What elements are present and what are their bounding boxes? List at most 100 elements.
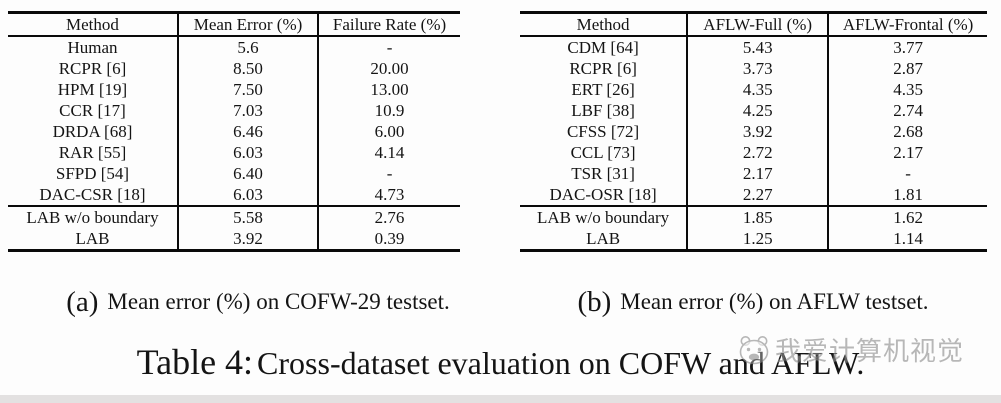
bottom-edge-band [0, 395, 1001, 403]
method-cell: HPM [19] [57, 80, 128, 99]
table-row: LAB w/o boundary 5.58 2.76 [8, 205, 460, 228]
value-cell: 8.50 [176, 58, 320, 79]
value-cell: 6.46 [176, 121, 320, 142]
value-cell: 3.77 [893, 38, 923, 57]
column-header-method: Method [520, 12, 688, 37]
value-cell: 5.43 [686, 36, 830, 58]
value-cell: - [386, 164, 393, 183]
table-row: LAB w/o boundary 1.85 1.62 [520, 205, 987, 228]
table-caption-label: Table 4: [136, 342, 254, 382]
value-cell: 2.87 [893, 59, 923, 78]
table-row: DRDA [68] 6.46 6.00 [8, 121, 460, 142]
table-row: CDM [64] 5.43 3.77 [520, 36, 987, 58]
value-cell: 10.9 [374, 101, 405, 120]
column-header-method: Method [8, 12, 178, 37]
column-header-metric: Mean Error (%) [176, 12, 320, 37]
method-cell: RAR [55] [58, 143, 127, 162]
value-cell: 1.14 [893, 229, 923, 248]
table-row: DAC-CSR [18] 6.03 4.73 [8, 184, 460, 206]
value-cell: 1.25 [686, 228, 830, 251]
header-row: Method AFLW-Full (%) AFLW-Frontal (%) [520, 12, 987, 37]
table-row: LBF [38] 4.25 2.74 [520, 100, 987, 121]
column-header-metric: Failure Rate (%) [318, 12, 460, 37]
value-cell: 4.35 [893, 80, 923, 99]
table-row: TSR [31] 2.17 - [520, 163, 987, 184]
value-cell: 2.72 [686, 142, 830, 163]
value-cell: 0.39 [374, 229, 405, 248]
header-row: Method Mean Error (%) Failure Rate (%) [8, 12, 460, 37]
table-row: RAR [55] 6.03 4.14 [8, 142, 460, 163]
subcaption-b-label: (b) [577, 286, 612, 318]
subcaption-b: (b) Mean error (%) on AFLW testset. [505, 281, 1001, 323]
value-cell: 6.03 [176, 184, 320, 206]
value-cell: 2.68 [893, 122, 923, 141]
table-caption: Table 4: Cross-dataset evaluation on COF… [0, 341, 1001, 383]
table-row: RCPR [6] 3.73 2.87 [520, 58, 987, 79]
table-cofw-wrap: Method Mean Error (%) Failure Rate (%) Huma… [8, 11, 460, 252]
value-cell: 1.62 [828, 205, 987, 228]
table-row: CFSS [72] 3.92 2.68 [520, 121, 987, 142]
method-cell: SFPD [54] [55, 164, 130, 183]
value-cell: 5.6 [176, 36, 320, 58]
method-cell: LAB w/o boundary [520, 205, 688, 228]
value-cell: 5.58 [176, 205, 320, 228]
value-cell: 3.92 [686, 121, 830, 142]
table-caption-text: Cross-dataset evaluation on COFW and AFL… [257, 345, 865, 381]
value-cell: 3.92 [176, 228, 320, 251]
table-row: LAB 1.25 1.14 [520, 228, 987, 251]
value-cell: 7.03 [176, 100, 320, 121]
method-cell: RCPR [6] [58, 59, 127, 78]
value-cell: 6.40 [176, 163, 320, 184]
method-cell: LAB [75, 229, 110, 248]
value-cell: 4.73 [374, 185, 405, 204]
table-aflw-wrap: Method AFLW-Full (%) AFLW-Frontal (%) CDM [… [520, 11, 987, 252]
table-aflw: Method AFLW-Full (%) AFLW-Frontal (%) CDM [… [520, 11, 987, 252]
value-cell: 1.85 [686, 205, 830, 228]
value-cell: - [386, 38, 393, 57]
subcaption-a-label: (a) [66, 286, 99, 318]
method-cell: CCR [17] [59, 101, 126, 120]
value-cell: 3.73 [686, 58, 830, 79]
table-row: SFPD [54] 6.40 - [8, 163, 460, 184]
method-cell: CDM [64] [567, 38, 639, 57]
value-cell: 13.00 [370, 80, 409, 99]
value-cell: 2.74 [893, 101, 923, 120]
table-row: Human 5.6 - [8, 36, 460, 58]
method-cell: TSR [31] [571, 164, 635, 183]
method-cell: Human [67, 38, 118, 57]
value-cell: 20.00 [370, 59, 409, 78]
method-cell: ERT [26] [571, 80, 635, 99]
value-cell: 4.14 [374, 143, 405, 162]
value-cell: 7.50 [176, 79, 320, 100]
method-cell: DAC-OSR [18] [549, 185, 657, 204]
value-cell: 6.03 [176, 142, 320, 163]
value-cell: 4.25 [686, 100, 830, 121]
table-row: HPM [19] 7.50 13.00 [8, 79, 460, 100]
value-cell: 2.17 [686, 163, 830, 184]
value-cell: - [905, 164, 911, 183]
value-cell: 2.27 [686, 184, 830, 206]
subcaption-a-text: Mean error (%) on COFW-29 testset. [107, 289, 450, 314]
value-cell: 6.00 [374, 122, 405, 141]
method-cell: LAB [586, 229, 621, 248]
method-cell: CCL [73] [570, 143, 636, 162]
table-row: CCR [17] 7.03 10.9 [8, 100, 460, 121]
table-row: LAB 3.92 0.39 [8, 228, 460, 251]
column-header-metric: AFLW-Full (%) [686, 12, 830, 37]
value-cell: 4.35 [686, 79, 830, 100]
table-cofw: Method Mean Error (%) Failure Rate (%) Huma… [8, 11, 460, 252]
table-row: ERT [26] 4.35 4.35 [520, 79, 987, 100]
table-row: RCPR [6] 8.50 20.00 [8, 58, 460, 79]
method-cell: LBF [38] [571, 101, 635, 120]
method-cell: LAB w/o boundary [8, 205, 178, 228]
value-cell: 2.17 [893, 143, 923, 162]
column-header-metric: AFLW-Frontal (%) [828, 12, 987, 37]
value-cell: 2.76 [318, 205, 460, 228]
value-cell: 1.81 [893, 185, 923, 204]
table-row: CCL [73] 2.72 2.17 [520, 142, 987, 163]
subcaption-b-text: Mean error (%) on AFLW testset. [620, 289, 929, 314]
method-cell: DRDA [68] [52, 122, 133, 141]
table-row: DAC-OSR [18] 2.27 1.81 [520, 184, 987, 206]
method-cell: DAC-CSR [18] [39, 185, 146, 204]
